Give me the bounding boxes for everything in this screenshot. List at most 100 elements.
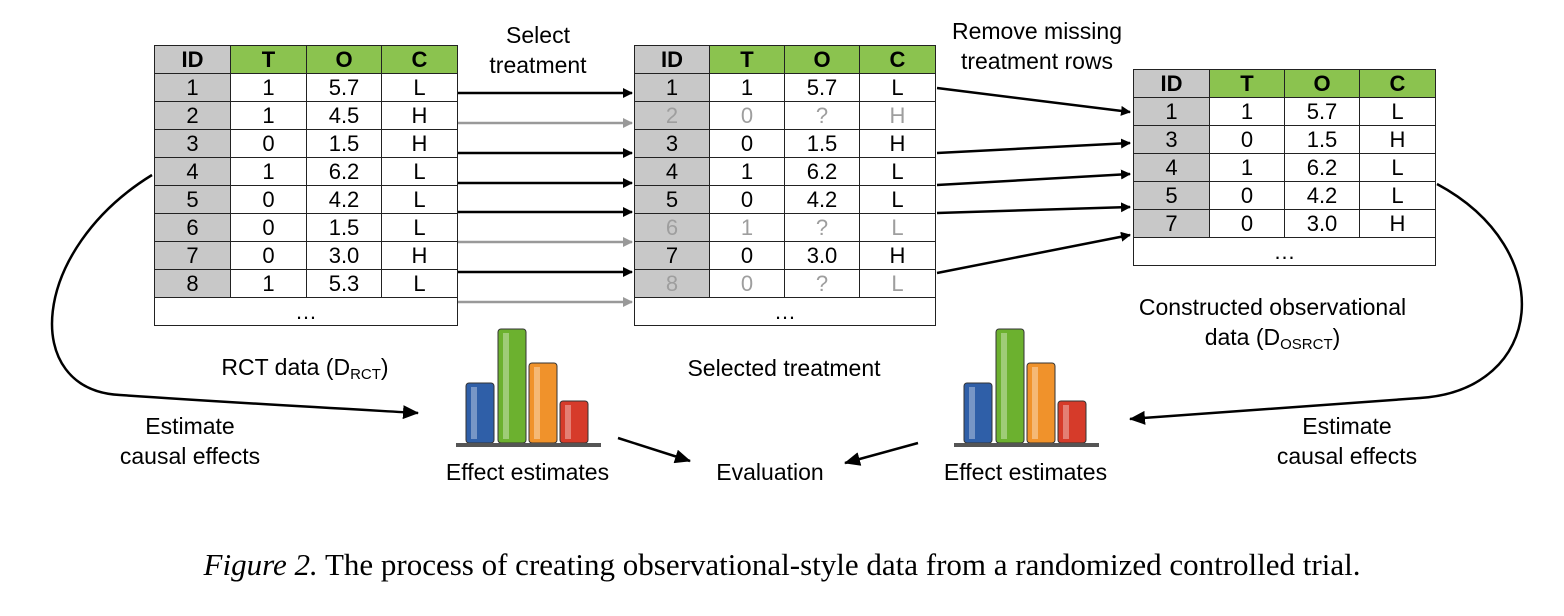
figure-caption: Figure 2. The process of creating observ… [0, 547, 1564, 583]
rct-cell-c: L [381, 157, 458, 186]
remove-arrow-row-4 [936, 169, 1131, 187]
selected-cell-c: L [859, 157, 936, 186]
selected-cell-t: 1 [709, 157, 785, 186]
rct-cell-id: 7 [154, 241, 231, 270]
rct-cell-c: H [381, 241, 458, 270]
selected-row: 6 1? L [634, 213, 936, 242]
rct-cell-o: 4.2 [306, 185, 382, 214]
rct-row: 3 0 1.5 H [154, 129, 458, 158]
rct-cell-o: 1.5 [306, 213, 382, 242]
selected-cell-o: ? [784, 269, 860, 298]
icon-bar [465, 382, 495, 444]
observational-data-label: Constructed observational data (DOSRCT) [1110, 292, 1435, 360]
select-treatment-label: Select treatment [478, 20, 598, 80]
observational-cell-c: L [1359, 97, 1436, 126]
selected-cell-c: L [859, 213, 936, 242]
rct-cell-t: 0 [230, 129, 307, 158]
observational-cell-t: 1 [1209, 97, 1285, 126]
selected-cell-t: 0 [709, 129, 785, 158]
rct-ellipsis-row: … [154, 297, 458, 326]
icon-baseline [954, 443, 1099, 447]
effect-estimates-label-right: Effect estimates [943, 459, 1108, 485]
column-header-id: ID [1133, 69, 1210, 98]
remove-arrows [936, 86, 1131, 275]
observational-cell-o: 4.2 [1284, 181, 1360, 210]
column-header-id: ID [634, 45, 710, 74]
observational-cell-t: 0 [1209, 125, 1285, 154]
observational-cell-o: 3.0 [1284, 209, 1360, 238]
selected-cell-o: 1.5 [784, 129, 860, 158]
rct-cell-id: 4 [154, 157, 231, 186]
effect-estimates-chart-icon-left [456, 328, 601, 447]
icon-bar-highlight [503, 333, 509, 439]
observational-cell-id: 3 [1133, 125, 1210, 154]
remove-missing-label-line1: Remove missing [952, 18, 1122, 44]
rct-row: 4 1 6.2 L [154, 157, 458, 186]
selected-cell-t: 0 [709, 269, 785, 298]
rct-cell-id: 8 [154, 269, 231, 298]
rct-row: 5 0 4.2 L [154, 185, 458, 214]
observational-cell-id: 7 [1133, 209, 1210, 238]
rct-cell-o: 5.3 [306, 269, 382, 298]
rct-cell-c: H [381, 129, 458, 158]
observational-row: 1 1 5.7 L [1133, 97, 1436, 126]
icon-bar [963, 382, 993, 444]
estimate-left-line1: Estimate [145, 413, 235, 439]
observational-cell-id: 1 [1133, 97, 1210, 126]
column-header-id: ID [154, 45, 231, 74]
observational-header-row: ID T O C [1133, 69, 1436, 98]
rct-row: 2 1 4.5 H [154, 101, 458, 130]
observational-cell-id: 4 [1133, 153, 1210, 182]
rct-cell-t: 1 [230, 269, 307, 298]
observational-row: 4 1 6.2 L [1133, 153, 1436, 182]
remove-arrow-row-5 [936, 202, 1131, 215]
selected-cell-c: L [859, 185, 936, 214]
observational-row: 5 0 4.2 L [1133, 181, 1436, 210]
selected-cell-o: ? [784, 101, 860, 130]
observational-data-label-line1: Constructed observational [1138, 294, 1407, 320]
rct-cell-o: 4.5 [306, 101, 382, 130]
rct-cell-o: 3.0 [306, 241, 382, 270]
icon-bar-highlight [1001, 333, 1007, 439]
column-header-o: O [1284, 69, 1360, 98]
selected-cell-t: 1 [709, 73, 785, 102]
observational-row: 7 0 3.0 H [1133, 209, 1436, 238]
observational-data-label-line2: data (DOSRCT) [1110, 322, 1435, 360]
icon-bar-highlight [969, 387, 975, 439]
selected-cell-o: 6.2 [784, 157, 860, 186]
rct-data-label: RCT data (DRCT) [155, 352, 455, 390]
selected-cell-id: 5 [634, 185, 710, 214]
rct-cell-id: 3 [154, 129, 231, 158]
selected-ellipsis: … [634, 297, 936, 326]
selected-treatment-table: ID T O C 1 1 5.7 L 2 0? H 3 0 1.5 H 4 1 6.2 L 5 0 4.2 L 6 1?… [634, 45, 936, 326]
selected-ellipsis-row: … [634, 297, 936, 326]
selected-cell-id: 8 [634, 269, 710, 298]
rct-cell-id: 1 [154, 73, 231, 102]
rct-row: 6 0 1.5 L [154, 213, 458, 242]
rct-ellipsis: … [154, 297, 458, 326]
observational-data-table: ID T O C 1 1 5.7 L 3 0 1.5 H 4 1 6.2 L 5 0 4.2 L 7 0 3.0 H… [1133, 69, 1436, 266]
observational-data-label-text: data (D [1204, 324, 1281, 350]
icon-bar-highlight [1032, 367, 1038, 439]
selected-cell-t: 1 [709, 213, 785, 242]
selected-row: 5 0 4.2 L [634, 185, 936, 214]
icon-bar-highlight [565, 405, 571, 439]
selected-row: 4 1 6.2 L [634, 157, 936, 186]
icon-bar-highlight [534, 367, 540, 439]
selected-cell-id: 1 [634, 73, 710, 102]
rct-cell-t: 0 [230, 241, 307, 270]
rct-data-label-end: ) [380, 354, 389, 380]
rct-data-label-text: RCT data (D [221, 354, 351, 380]
estimate-causal-effects-left: Estimate causal effects [95, 411, 285, 471]
selected-header-row: ID T O C [634, 45, 936, 74]
estimate-left-line2: causal effects [119, 443, 261, 469]
evaluation-arrow-left [617, 436, 691, 464]
observational-data-label-end: ) [1332, 324, 1341, 350]
rct-cell-id: 5 [154, 185, 231, 214]
rct-data-table: ID T O C 1 1 5.7 L 2 1 4.5 H 3 0 1.5 H 4 1 6.2 L 5 0 4.2 L 6… [154, 45, 458, 326]
estimate-right-line2: causal effects [1276, 443, 1418, 469]
rct-row: 7 0 3.0 H [154, 241, 458, 270]
column-header-c: C [381, 45, 458, 74]
icon-bar [497, 328, 527, 444]
